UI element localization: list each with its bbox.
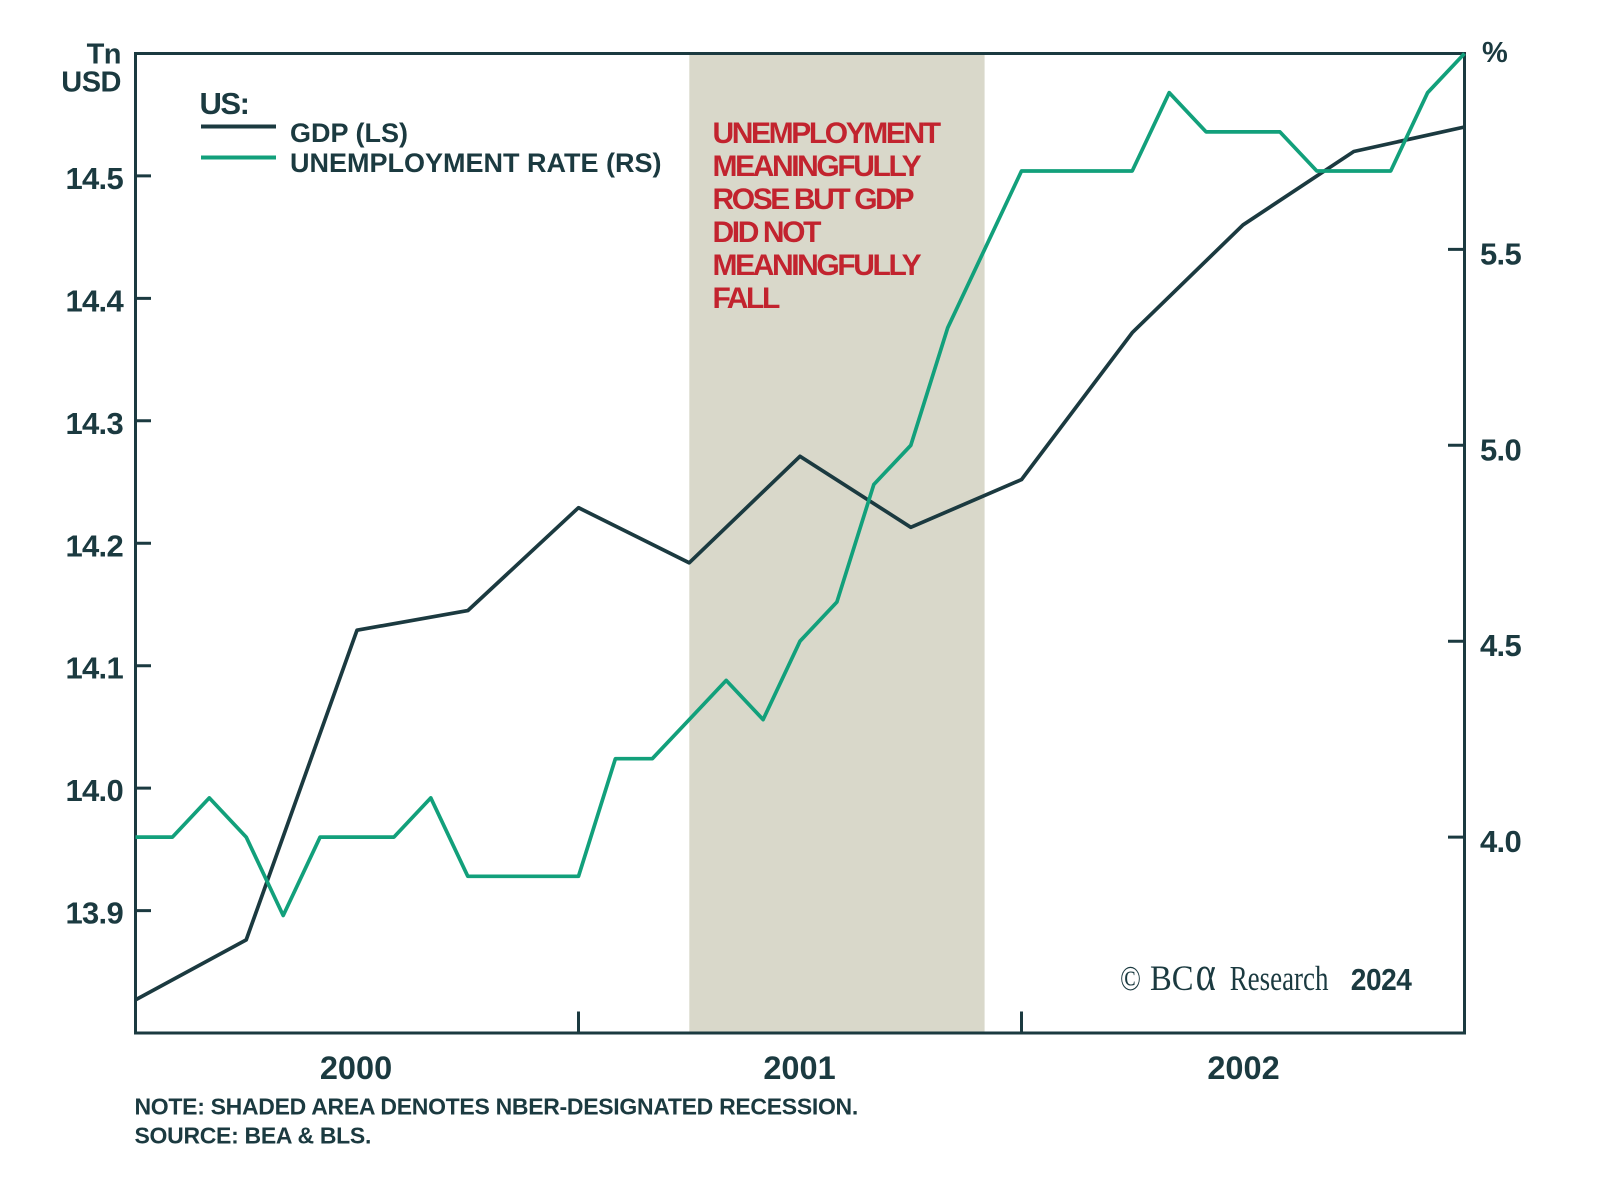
svg-text:GDP (LS): GDP (LS)	[290, 118, 408, 148]
svg-text:UNEMPLOYMENT RATE (RS): UNEMPLOYMENT RATE (RS)	[290, 148, 662, 178]
svg-text:14.1: 14.1	[65, 651, 123, 686]
svg-text:DID NOT: DID NOT	[713, 216, 822, 249]
svg-text:MEANINGFULLY: MEANINGFULLY	[713, 249, 922, 282]
svg-text:13.9: 13.9	[65, 896, 123, 931]
svg-text:©: ©	[1120, 960, 1141, 998]
svg-text:4.5: 4.5	[1480, 628, 1521, 663]
svg-text:14.3: 14.3	[65, 406, 123, 441]
svg-text:MEANINGFULLY: MEANINGFULLY	[713, 150, 922, 183]
svg-text:14.2: 14.2	[65, 528, 123, 563]
svg-text:14.4: 14.4	[65, 283, 124, 318]
svg-text:Tn: Tn	[87, 39, 121, 71]
svg-text:5.0: 5.0	[1480, 432, 1521, 467]
svg-text:%: %	[1482, 37, 1508, 69]
svg-text:2002: 2002	[1207, 1050, 1279, 1086]
svg-text:UNEMPLOYMENT: UNEMPLOYMENT	[713, 117, 941, 150]
svg-text:14.5: 14.5	[65, 161, 123, 196]
svg-text:SOURCE: BEA & BLS.: SOURCE: BEA & BLS.	[135, 1123, 372, 1149]
svg-text:14.0: 14.0	[65, 773, 123, 808]
svg-text:5.5: 5.5	[1480, 236, 1521, 271]
svg-text:USD: USD	[61, 67, 121, 99]
svg-text:2000: 2000	[320, 1050, 392, 1086]
svg-text:2001: 2001	[763, 1050, 835, 1086]
svg-text:US:: US:	[200, 86, 249, 121]
svg-text:ROSE BUT GDP: ROSE BUT GDP	[713, 183, 914, 216]
svg-text:4.0: 4.0	[1480, 824, 1521, 859]
svg-text:BC: BC	[1150, 958, 1194, 998]
svg-text:Research: Research	[1230, 959, 1329, 998]
svg-text:NOTE: SHADED AREA DENOTES NBER: NOTE: SHADED AREA DENOTES NBER-DESIGNATE…	[135, 1094, 858, 1120]
svg-text:2024: 2024	[1351, 963, 1412, 997]
svg-text:α: α	[1196, 945, 1216, 1001]
svg-text:FALL: FALL	[713, 282, 780, 315]
